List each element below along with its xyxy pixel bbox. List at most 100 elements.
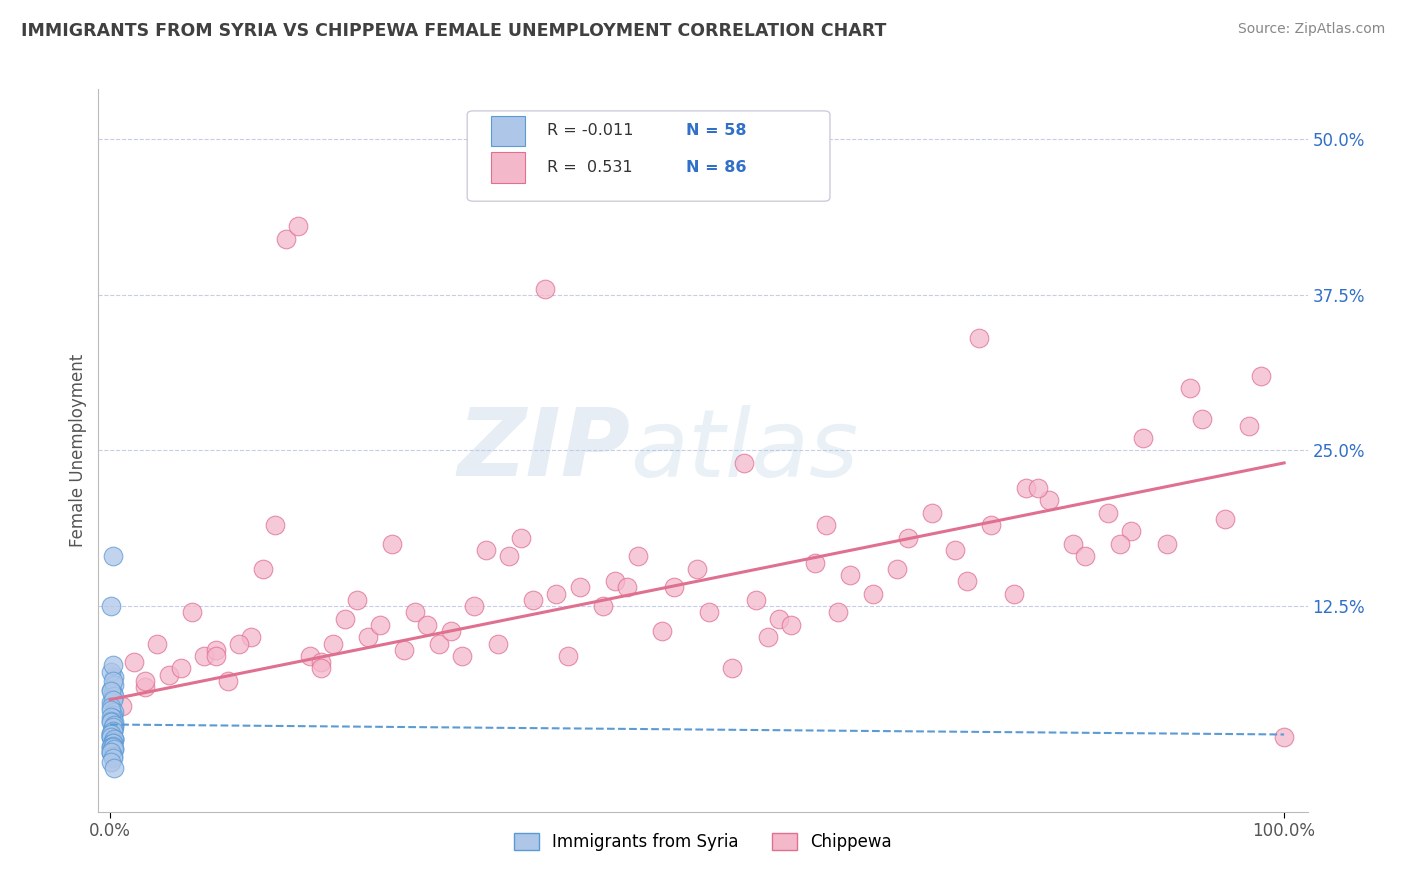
Text: R =  0.531: R = 0.531 (547, 160, 633, 175)
Point (101, 736, 124, 750)
Point (1038, 493, 1060, 508)
Point (697, 606, 720, 620)
Point (276, 232, 298, 246)
Point (101, 723, 124, 738)
Point (103, 717, 125, 731)
Point (381, 537, 404, 551)
Point (346, 593, 368, 607)
Point (101, 736, 124, 750)
Point (100, 739, 122, 754)
Point (686, 562, 709, 576)
Point (103, 761, 125, 775)
Point (1237, 418, 1260, 433)
Point (945, 543, 967, 558)
Point (101, 751, 124, 765)
Point (101, 549, 124, 564)
Point (146, 636, 169, 650)
Point (193, 648, 215, 663)
Point (100, 682, 122, 697)
Point (1108, 537, 1130, 551)
Point (101, 723, 124, 738)
Text: Source: ZipAtlas.com: Source: ZipAtlas.com (1237, 22, 1385, 37)
Point (651, 624, 673, 639)
Point (103, 714, 125, 729)
Point (228, 636, 250, 650)
Point (100, 730, 122, 744)
Point (204, 648, 226, 663)
Point (592, 599, 614, 614)
Point (1026, 481, 1049, 495)
Point (557, 648, 579, 663)
Point (100, 755, 122, 769)
Point (486, 636, 509, 650)
Point (100, 727, 122, 741)
Y-axis label: Female Unemployment: Female Unemployment (69, 354, 87, 547)
Point (886, 562, 908, 576)
Point (980, 518, 1002, 533)
Point (427, 636, 450, 650)
Legend: Immigrants from Syria, Chippewa: Immigrants from Syria, Chippewa (508, 826, 898, 857)
Point (404, 606, 426, 620)
Point (101, 657, 124, 672)
Point (181, 606, 204, 620)
Point (1180, 381, 1202, 395)
Text: R = -0.011: R = -0.011 (547, 123, 634, 138)
Point (780, 618, 803, 632)
Point (100, 695, 122, 709)
Point (1015, 481, 1038, 495)
Point (103, 742, 125, 756)
Point (101, 711, 124, 725)
Point (103, 732, 125, 747)
Point (416, 618, 439, 632)
Point (1062, 537, 1084, 551)
Point (100, 599, 122, 614)
Text: ZIP: ZIP (457, 404, 630, 497)
Point (357, 630, 380, 644)
Point (862, 587, 884, 601)
Point (616, 581, 638, 595)
Point (101, 723, 124, 738)
Point (100, 714, 122, 728)
Point (100, 745, 122, 759)
Point (100, 684, 122, 698)
Point (1073, 549, 1095, 564)
Point (956, 574, 979, 589)
Point (1215, 512, 1237, 526)
Point (967, 331, 990, 345)
Point (103, 678, 125, 692)
Point (217, 673, 239, 688)
Point (103, 689, 125, 703)
Text: N = 58: N = 58 (686, 123, 747, 138)
Point (101, 739, 124, 754)
Point (333, 612, 356, 626)
Point (463, 599, 485, 614)
Point (1156, 537, 1178, 551)
Point (439, 624, 461, 639)
Point (100, 745, 122, 759)
Point (533, 281, 555, 295)
Point (101, 736, 124, 750)
Point (134, 673, 156, 688)
Point (103, 742, 125, 756)
Text: N = 86: N = 86 (686, 160, 747, 175)
Point (827, 606, 849, 620)
Point (1250, 368, 1272, 383)
Point (252, 562, 274, 576)
Point (101, 686, 124, 700)
Point (100, 665, 122, 680)
Point (522, 593, 544, 607)
Point (134, 680, 156, 694)
Point (101, 673, 124, 688)
Text: atlas: atlas (630, 405, 859, 496)
FancyBboxPatch shape (492, 116, 526, 146)
Point (733, 456, 755, 470)
Point (510, 531, 533, 545)
Point (498, 549, 520, 564)
Point (603, 574, 626, 589)
Point (311, 661, 333, 675)
Point (101, 717, 124, 731)
FancyBboxPatch shape (467, 111, 830, 202)
Point (287, 219, 309, 234)
Point (451, 648, 474, 663)
Point (100, 714, 122, 729)
